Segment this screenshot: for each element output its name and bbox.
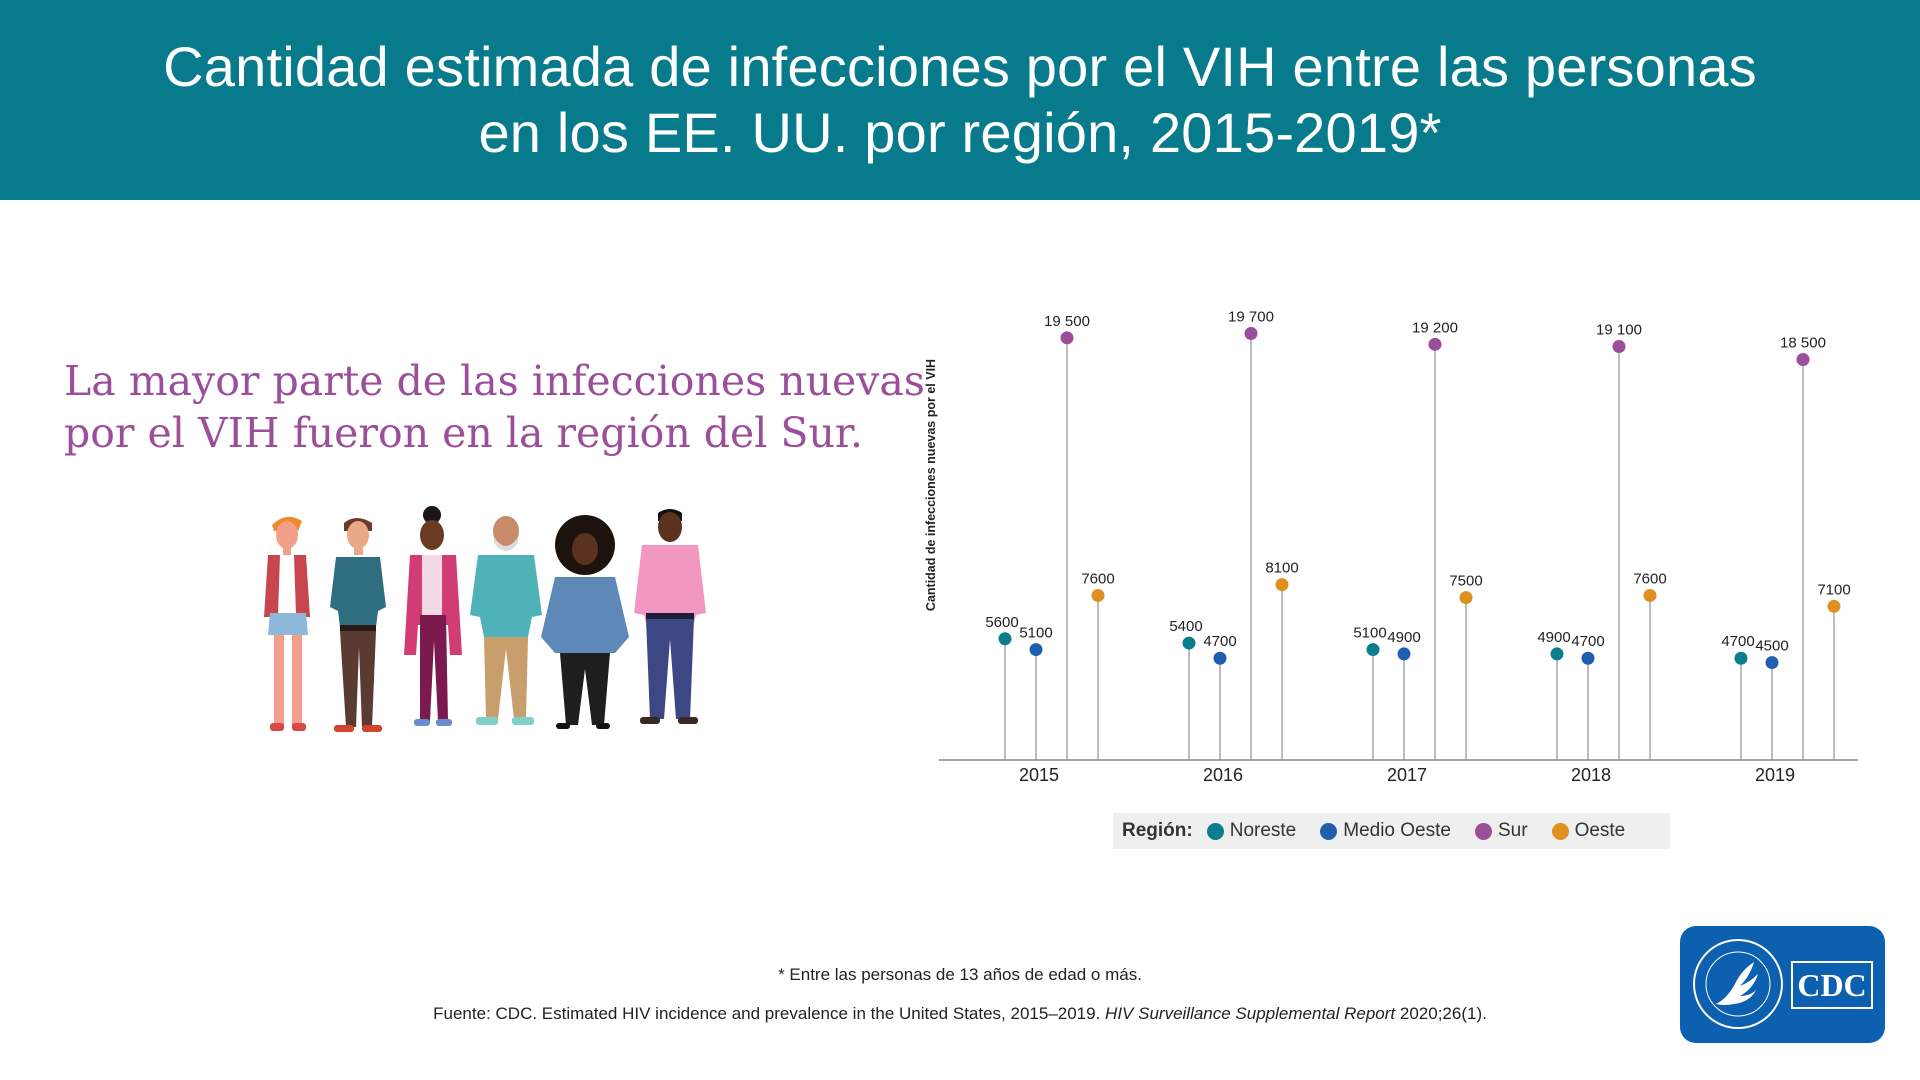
x-tick-label-2019: 2019: [1755, 765, 1795, 785]
value-label-medio-oeste-2015: 5100: [1019, 625, 1052, 642]
value-label-noreste-2016: 5400: [1169, 618, 1202, 635]
footnote-age: * Entre las personas de 13 años de edad …: [778, 965, 1142, 984]
stems-layer: [1004, 333, 1835, 760]
point-oeste-2019: [1827, 599, 1841, 613]
legend-swatch-oeste: [1551, 822, 1569, 840]
point-medio-oeste-2018: [1581, 651, 1595, 665]
source-report-title: HIV Surveillance Supplemental Report: [1105, 1004, 1396, 1023]
chart-legend: Región: Noreste Medio Oeste Sur Oeste: [1113, 813, 1670, 849]
value-label-medio-oeste-2016: 4700: [1203, 633, 1236, 650]
legend-item-medio-oeste: Medio Oeste: [1320, 820, 1451, 842]
point-sur-2016: [1244, 326, 1258, 340]
x-tick-label-2015: 2015: [1019, 765, 1059, 785]
legend-label-sur: Sur: [1497, 820, 1528, 841]
key-message: La mayor parte de las infecciones nuevas…: [64, 355, 925, 459]
person-illustration: [404, 506, 462, 726]
value-label-oeste-2018: 7600: [1633, 570, 1666, 587]
legend-swatch-sur: [1474, 822, 1492, 840]
x-tick-label-2017: 2017: [1387, 765, 1427, 785]
legend-title: Región:: [1122, 820, 1193, 841]
value-label-medio-oeste-2017: 4900: [1387, 629, 1420, 646]
source-citation: 2020;26(1).: [1395, 1004, 1487, 1023]
point-oeste-2016: [1275, 578, 1289, 592]
hhs-seal-icon: CDC: [1693, 939, 1873, 1029]
point-noreste-2016: [1182, 636, 1196, 650]
value-label-oeste-2017: 7500: [1449, 573, 1482, 590]
x-tick-labels-layer: 2015 2016 2017 2018 2019: [1019, 765, 1795, 785]
person-illustration: [470, 516, 542, 725]
key-message-line-1: La mayor parte de las infecciones nuevas: [64, 357, 925, 405]
title-banner: Cantidad estimada de infecciones por el …: [0, 0, 1920, 200]
x-tick-label-2018: 2018: [1571, 765, 1611, 785]
point-noreste-2017: [1366, 643, 1380, 657]
value-label-oeste-2016: 8100: [1265, 560, 1298, 577]
point-oeste-2017: [1459, 591, 1473, 605]
page-title-line-2: en los EE. UU. por región, 2015-2019*: [478, 101, 1442, 164]
points-layer: [998, 326, 1841, 670]
value-label-oeste-2015: 7600: [1081, 570, 1114, 587]
legend-label-noreste: Noreste: [1229, 820, 1297, 841]
value-label-oeste-2019: 7100: [1817, 581, 1850, 598]
point-oeste-2018: [1643, 588, 1657, 602]
point-medio-oeste-2017: [1397, 647, 1411, 661]
legend-swatch-noreste: [1206, 822, 1224, 840]
person-illustration: [634, 509, 706, 724]
person-illustration: [541, 515, 629, 729]
legend-label-oeste: Oeste: [1574, 820, 1626, 841]
legend-item-oeste: Oeste: [1551, 820, 1626, 842]
value-label-medio-oeste-2018: 4700: [1571, 633, 1604, 650]
person-illustration: [264, 516, 310, 731]
point-sur-2018: [1612, 339, 1626, 353]
value-label-sur-2019: 18 500: [1780, 334, 1826, 351]
point-sur-2015: [1060, 331, 1074, 345]
point-sur-2017: [1428, 337, 1442, 351]
point-medio-oeste-2015: [1029, 643, 1043, 657]
point-noreste-2015: [998, 632, 1012, 646]
people-illustration: [264, 506, 706, 732]
source-text: Fuente: CDC. Estimated HIV incidence and…: [433, 1004, 1106, 1023]
cdc-logo: CDC: [1680, 926, 1885, 1043]
legend-item-sur: Sur: [1474, 820, 1528, 842]
legend-swatch-medio-oeste: [1320, 822, 1338, 840]
value-label-noreste-2015: 5600: [985, 614, 1018, 631]
point-medio-oeste-2019: [1765, 656, 1779, 670]
footnote-source: Fuente: CDC. Estimated HIV incidence and…: [0, 1004, 1920, 1024]
value-label-sur-2017: 19 200: [1412, 319, 1458, 336]
person-illustration: [330, 518, 386, 732]
value-label-sur-2018: 19 100: [1596, 321, 1642, 338]
value-label-noreste-2018: 4900: [1537, 629, 1570, 646]
hiv-lollipop-chart: Cantidad de infecciones nuevas por el VI…: [924, 308, 1858, 785]
cdc-logo-text: CDC: [1797, 967, 1866, 1003]
key-message-line-2: por el VIH fueron en la región del Sur.: [64, 409, 864, 457]
point-oeste-2015: [1091, 588, 1105, 602]
legend-label-medio-oeste: Medio Oeste: [1343, 820, 1451, 841]
y-axis-label: Cantidad de infecciones nuevas por el VI…: [924, 359, 938, 611]
value-label-noreste-2017: 5100: [1353, 625, 1386, 642]
value-label-sur-2016: 19 700: [1228, 308, 1274, 325]
value-label-noreste-2019: 4700: [1721, 633, 1754, 650]
point-medio-oeste-2016: [1213, 651, 1227, 665]
value-label-sur-2015: 19 500: [1044, 313, 1090, 330]
value-label-medio-oeste-2019: 4500: [1755, 638, 1788, 655]
point-noreste-2019: [1734, 651, 1748, 665]
point-sur-2019: [1796, 352, 1810, 366]
page-title-line-1: Cantidad estimada de infecciones por el …: [163, 35, 1757, 98]
point-noreste-2018: [1550, 647, 1564, 661]
legend-item-noreste: Noreste: [1206, 820, 1297, 842]
x-tick-label-2016: 2016: [1203, 765, 1243, 785]
